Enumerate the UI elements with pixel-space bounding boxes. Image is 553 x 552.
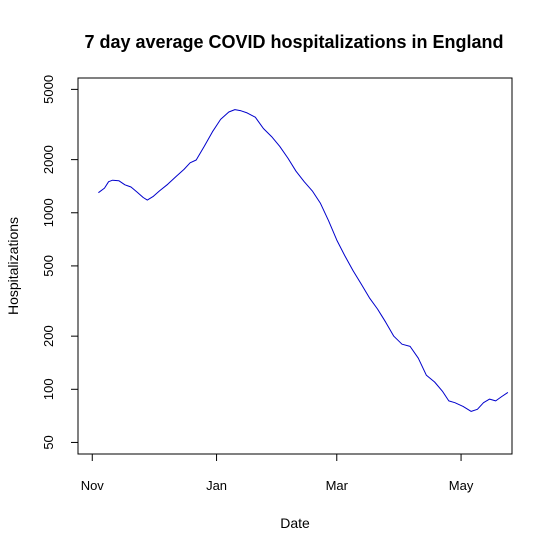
y-tick-label: 2000 <box>41 145 56 174</box>
y-tick-label: 5000 <box>41 75 56 104</box>
x-tick-label: Nov <box>81 478 105 493</box>
x-tick-label: May <box>449 478 474 493</box>
series-line <box>98 109 509 412</box>
y-tick-label: 100 <box>41 378 56 400</box>
y-axis-label: Hospitalizations <box>5 217 21 315</box>
series-layer <box>98 109 509 412</box>
y-tick-label: 50 <box>41 435 56 449</box>
y-axis: 50 100 200 500 1000 2000 5000 <box>41 75 79 450</box>
y-tick-label: 200 <box>41 325 56 347</box>
x-tick-label: Jan <box>206 478 227 493</box>
y-tick-label: 500 <box>41 255 56 277</box>
y-tick-label: 1000 <box>41 198 56 227</box>
x-tick-label: Mar <box>326 478 349 493</box>
x-axis-label: Date <box>280 515 310 531</box>
chart-title: 7 day average COVID hospitalizations in … <box>84 32 503 52</box>
x-axis: Nov Jan Mar May <box>81 453 474 493</box>
